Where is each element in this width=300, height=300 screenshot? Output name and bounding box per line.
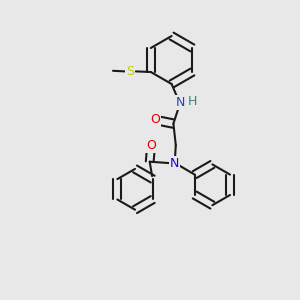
Text: O: O bbox=[151, 113, 160, 127]
Text: H: H bbox=[188, 95, 197, 109]
Text: O: O bbox=[146, 139, 156, 152]
Text: S: S bbox=[126, 65, 134, 78]
Text: N: N bbox=[175, 96, 185, 109]
Text: N: N bbox=[169, 157, 179, 170]
